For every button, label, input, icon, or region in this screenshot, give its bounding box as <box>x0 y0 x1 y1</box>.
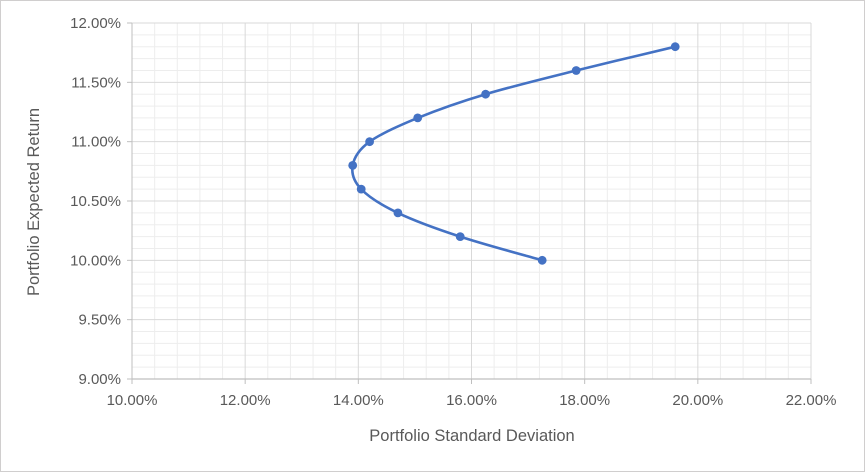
data-point-marker <box>413 113 423 123</box>
y-tick-label: 10.00% <box>70 252 121 269</box>
data-point-marker <box>670 42 680 52</box>
series-line <box>351 45 677 262</box>
data-point-marker <box>537 255 547 265</box>
data-series <box>348 42 680 265</box>
major-gridlines <box>131 22 812 380</box>
y-tick-label: 12.00% <box>70 15 121 32</box>
data-point-marker <box>356 184 366 194</box>
y-axis-title: Portfolio Expected Return <box>25 108 43 296</box>
data-point-marker <box>571 66 581 75</box>
y-tick-label: 10.50% <box>70 193 121 210</box>
data-point-marker <box>365 137 374 147</box>
x-tick-label: 22.00% <box>786 392 837 409</box>
x-tick-label: 12.00% <box>220 392 271 409</box>
x-tick-label: 16.00% <box>446 392 497 409</box>
x-tick-label: 14.00% <box>333 392 384 409</box>
x-axis-title: Portfolio Standard Deviation <box>369 427 574 445</box>
y-tick-label: 11.50% <box>71 74 121 91</box>
data-point-marker <box>393 208 403 218</box>
y-tick-label: 11.00% <box>71 134 121 151</box>
data-point-marker <box>455 232 465 242</box>
x-tick-label: 18.00% <box>559 392 610 409</box>
x-tick-label: 20.00% <box>672 392 723 409</box>
y-tick-label: 9.50% <box>78 312 121 329</box>
y-tick-label: 9.00% <box>78 371 121 388</box>
axis-lines <box>127 22 812 384</box>
x-tick-label: 10.00% <box>107 392 158 409</box>
data-point-marker <box>348 161 358 170</box>
tick-labels: 10.00% 12.00% 14.00% 16.00% 18.00% 20.00% 22.0… <box>70 15 836 409</box>
data-point-marker <box>481 89 490 99</box>
